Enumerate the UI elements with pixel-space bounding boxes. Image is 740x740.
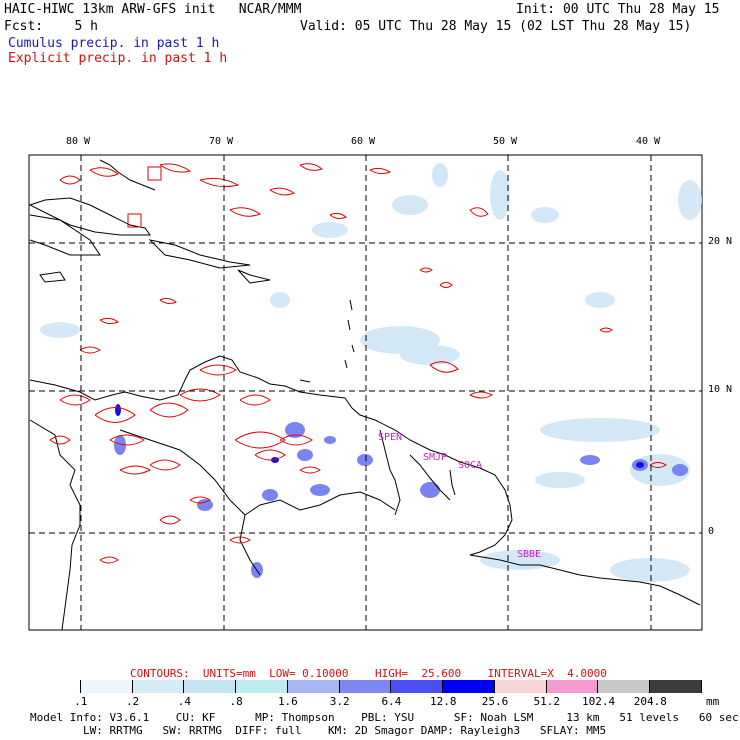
scale-tick-label: .8 bbox=[229, 695, 243, 708]
graticule bbox=[29, 155, 702, 630]
lon-label: 80 W bbox=[66, 136, 91, 147]
lon-label: 40 W bbox=[636, 136, 661, 147]
footer-model-info: Model Info: V3.6.1 CU: KF MP: Thompson P… bbox=[30, 711, 739, 724]
scale-swatch bbox=[80, 680, 133, 693]
station-label: SMJP bbox=[423, 452, 448, 463]
scale-tick-label: 6.4 bbox=[381, 695, 402, 708]
scale-tick-label: .4 bbox=[177, 695, 191, 708]
lat-label: 10 N bbox=[708, 384, 733, 395]
scale-tick-label: 1.6 bbox=[277, 695, 298, 708]
scale-swatch bbox=[598, 680, 651, 693]
scale-swatch bbox=[339, 680, 392, 693]
contour-info: CONTOURS: UNITS=mm LOW= 0.10000 HIGH= 25… bbox=[130, 667, 607, 680]
cumulus-precip-max bbox=[115, 404, 644, 468]
scale-tick-label: 12.8 bbox=[429, 695, 457, 708]
lon-label: 70 W bbox=[209, 136, 234, 147]
marker-box-2 bbox=[127, 213, 142, 228]
lon-label: 60 W bbox=[351, 136, 376, 147]
legend-cumulus: Cumulus precip. in past 1 h bbox=[8, 36, 220, 51]
scale-swatch bbox=[132, 680, 185, 693]
header-valid-time: Valid: 05 UTC Thu 28 May 15 (02 LST Thu … bbox=[300, 19, 692, 34]
explicit-precip-contours bbox=[49, 163, 667, 564]
lat-label: 0 bbox=[708, 526, 715, 537]
footer-physics-info: LW: RRTMG SW: RRTMG DIFF: full KM: 2D Sm… bbox=[30, 724, 607, 737]
scale-swatch bbox=[287, 680, 340, 693]
scale-tick-label: 102.4 bbox=[581, 695, 616, 708]
scale-tick-label: 204.8 bbox=[633, 695, 667, 708]
header-model-title: HAIC-HIWC 13km ARW-GFS init NCAR/MMM bbox=[4, 2, 302, 17]
scale-swatch bbox=[29, 680, 81, 693]
scale-swatch bbox=[443, 680, 495, 693]
scale-swatch bbox=[546, 680, 599, 693]
legend-explicit: Explicit precip. in past 1 h bbox=[8, 51, 228, 66]
scale-tick-label: .1 bbox=[74, 695, 88, 708]
coastlines bbox=[28, 159, 701, 631]
scale-swatch bbox=[236, 680, 288, 693]
scale-swatch bbox=[391, 680, 444, 693]
scale-unit: mm bbox=[706, 695, 720, 708]
lon-label: 50 W bbox=[493, 136, 518, 147]
header-forecast-hour: Fcst: 5 h bbox=[4, 19, 98, 34]
cumulus-precip-light bbox=[40, 163, 702, 582]
station-label: SPEN bbox=[378, 432, 403, 443]
header-init-time: Init: 00 UTC Thu 28 May 15 bbox=[516, 2, 720, 17]
station-label: SOCA bbox=[458, 460, 483, 471]
scale-tick-label: 51.2 bbox=[533, 695, 560, 708]
scale-swatch bbox=[494, 680, 547, 693]
station-label: SBBE bbox=[517, 549, 542, 560]
marker-box-1 bbox=[147, 166, 162, 181]
scale-tick-label: 3.2 bbox=[329, 695, 350, 708]
scale-swatch bbox=[184, 680, 237, 693]
scale-swatch bbox=[650, 680, 702, 693]
scale-tick-label: 25.6 bbox=[481, 695, 509, 708]
scale-tick-label: .2 bbox=[125, 695, 140, 708]
lat-label: 20 N bbox=[708, 236, 733, 247]
